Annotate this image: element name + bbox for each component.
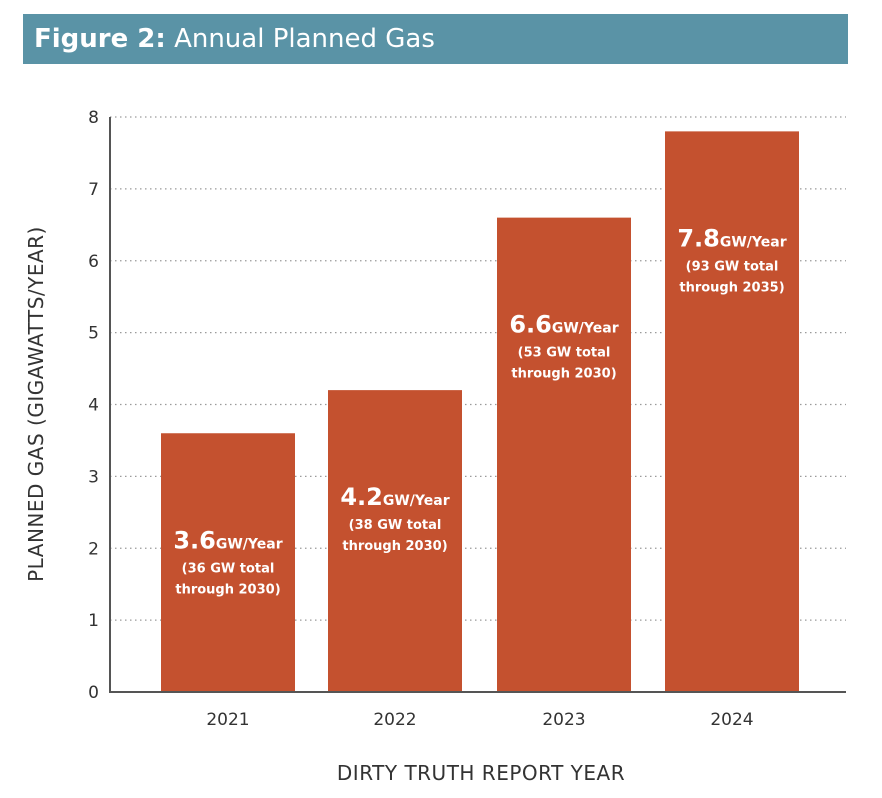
bar-total-note: (53 GW total xyxy=(518,346,611,361)
x-tick-label: 2022 xyxy=(373,710,416,730)
chart-title-bar: Figure 2: Annual Planned Gas xyxy=(23,14,848,64)
bar-total-note: through 2030) xyxy=(511,367,616,382)
chart-title: Figure 2: Annual Planned Gas xyxy=(34,24,435,54)
figure-title: Annual Planned Gas xyxy=(174,24,435,54)
bar-2023 xyxy=(497,217,631,692)
bar-value-label: 6.6GW/Year xyxy=(509,311,618,339)
bar-value-label: 3.6GW/Year xyxy=(173,526,282,554)
axes xyxy=(109,117,846,693)
bar-value-label: 4.2GW/Year xyxy=(340,483,449,511)
bar-value-label: 7.8GW/Year xyxy=(677,224,786,252)
x-tick-label: 2021 xyxy=(206,710,249,730)
bar-total-note: (93 GW total xyxy=(686,259,779,274)
y-tick-label: 5 xyxy=(88,324,99,344)
bar-total-note: (38 GW total xyxy=(349,518,442,533)
y-tick-label: 8 xyxy=(88,108,99,128)
y-tick-label: 7 xyxy=(88,180,99,200)
figure-number: Figure 2: xyxy=(34,24,166,54)
bar-2021 xyxy=(161,433,295,692)
y-tick-label: 0 xyxy=(88,683,99,703)
y-tick-label: 3 xyxy=(88,467,99,487)
y-tick-label: 4 xyxy=(88,396,99,416)
y-tick-label: 2 xyxy=(88,539,99,559)
y-tick-label: 6 xyxy=(88,252,99,272)
bar-total-note: through 2030) xyxy=(175,582,280,597)
bars xyxy=(161,131,799,692)
x-axis-title: DIRTY TRUTH REPORT YEAR xyxy=(337,761,625,785)
y-axis-title: PLANNED GAS (GIGAWATTS/YEAR) xyxy=(24,226,48,582)
bar-2024 xyxy=(665,131,799,692)
bar-total-note: through 2035) xyxy=(679,280,784,295)
bar-2022 xyxy=(328,390,462,692)
x-tick-label: 2023 xyxy=(542,710,585,730)
labels: 0 1 2 3 4 5 6 7 8 2021 3.6GW/Year (36 GW total throu… xyxy=(88,108,787,730)
bar-total-note: through 2030) xyxy=(342,539,447,554)
x-tick-label: 2024 xyxy=(710,710,753,730)
y-tick-label: 1 xyxy=(88,611,99,631)
bar-total-note: (36 GW total xyxy=(182,561,275,576)
